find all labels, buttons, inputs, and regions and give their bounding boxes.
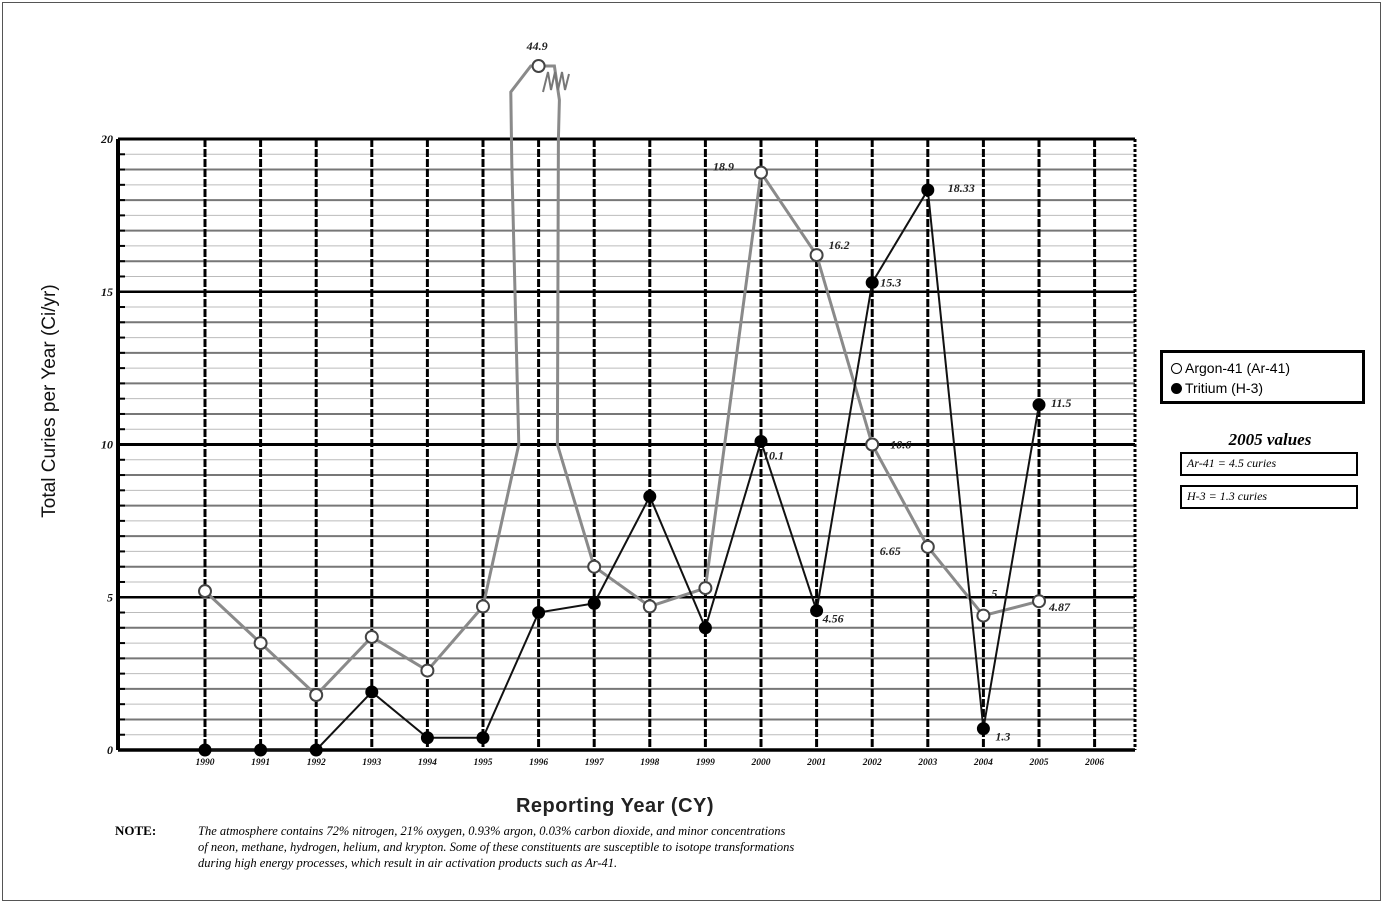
- tritium-point: [810, 604, 824, 618]
- tritium-point: [754, 434, 768, 448]
- argon-point: [531, 59, 546, 73]
- x-tick-label: 1993: [362, 758, 381, 768]
- tritium-point: [976, 722, 990, 736]
- argon-point: [253, 636, 268, 651]
- data-label: 11.5: [1051, 396, 1071, 410]
- x-tick-label: 1992: [307, 758, 326, 768]
- legend-label-argon: Argon-41 (Ar-41): [1185, 360, 1291, 376]
- data-label: 10.6: [890, 438, 911, 452]
- note-label: NOTE:: [115, 823, 157, 838]
- x-tick-label: 2002: [862, 758, 882, 768]
- value-box-h3: H-3 = 1.3 curies: [1180, 485, 1358, 509]
- legend: Argon-41 (Ar-41) Tritium (H-3): [1160, 350, 1365, 404]
- argon-point: [198, 584, 212, 599]
- tritium-point: [198, 743, 212, 757]
- x-tick-label: 1990: [196, 758, 215, 768]
- argon-point: [809, 248, 824, 263]
- argon-series-line: [203, 64, 1040, 698]
- data-label: 18.9: [713, 160, 734, 174]
- filled-circle-icon: [1171, 383, 1182, 394]
- argon-point: [420, 663, 435, 678]
- y-tick-label: 15: [101, 285, 113, 299]
- argon-point: [364, 629, 379, 644]
- tritium-point: [643, 489, 657, 503]
- x-tick-label: 1991: [251, 758, 270, 768]
- x-tick-label: 1994: [418, 758, 437, 768]
- legend-item-tritium: Tritium (H-3): [1171, 379, 1263, 397]
- y-tick-label: 20: [100, 132, 113, 146]
- x-tick-label: 2006: [1084, 758, 1104, 768]
- argon-point: [920, 539, 935, 554]
- tritium-point: [698, 621, 712, 635]
- note-text: The atmosphere contains 72% nitrogen, 21…: [198, 824, 795, 870]
- tritium-point: [532, 606, 546, 620]
- argon-point: [1032, 594, 1046, 609]
- argon-point: [976, 608, 991, 623]
- x-tick-label: 2000: [751, 758, 771, 768]
- x-tick-label: 2001: [806, 758, 826, 768]
- data-label: 44.9: [526, 39, 548, 53]
- tritium-point: [865, 276, 879, 290]
- data-label: 15.3: [880, 276, 901, 290]
- data-label: 6.65: [880, 544, 901, 558]
- x-tick-label: 2004: [973, 758, 993, 768]
- x-tick-label: 1995: [474, 758, 493, 768]
- tritium-point: [921, 183, 935, 197]
- y-tick-label: 0: [107, 743, 113, 757]
- data-label: 4.56: [822, 612, 844, 626]
- x-axis-title: Reporting Year (CY): [515, 795, 715, 817]
- argon-point: [309, 688, 324, 703]
- data-label: 16.2: [829, 238, 850, 252]
- argon-point: [476, 599, 490, 614]
- argon-point: [642, 599, 657, 614]
- x-tick-label: 2003: [917, 758, 937, 768]
- legend-item-argon: Argon-41 (Ar-41): [1171, 359, 1290, 377]
- tritium-point: [365, 685, 379, 699]
- open-circle-icon: [1171, 363, 1182, 374]
- x-tick-label: 2005: [1029, 758, 1049, 768]
- tritium-point: [309, 743, 323, 757]
- axis-break-squiggle: [542, 71, 570, 93]
- argon-point: [754, 165, 768, 180]
- y-tick-label: 10: [101, 438, 113, 452]
- data-label: 4.87: [1048, 600, 1071, 614]
- argon-point: [698, 581, 713, 596]
- x-tick-label: 1999: [696, 758, 715, 768]
- data-label: 18.33: [948, 181, 975, 195]
- data-label: 1.3: [995, 730, 1010, 744]
- data-label: 10.1: [763, 448, 784, 462]
- y-tick-label: 5: [107, 590, 113, 604]
- tritium-point: [254, 743, 268, 757]
- tritium-point: [587, 596, 601, 610]
- value-box-ar41: Ar-41 = 4.5 curies: [1180, 452, 1358, 476]
- data-label: 5: [991, 587, 997, 601]
- x-tick-label: 1998: [640, 758, 659, 768]
- tritium-point: [476, 731, 490, 745]
- tritium-point: [420, 731, 434, 745]
- x-tick-label: 1996: [529, 758, 548, 768]
- argon-point: [587, 559, 602, 574]
- tritium-point: [1032, 398, 1046, 412]
- x-tick-label: 1997: [585, 758, 605, 768]
- tritium-series-line: [205, 186, 1040, 751]
- argon-point: [865, 437, 880, 452]
- legend-label-tritium: Tritium (H-3): [1185, 380, 1264, 396]
- values-heading: 2005 values: [1228, 430, 1312, 449]
- y-axis-title: Total Curies per Year (Ci/yr): [39, 284, 60, 518]
